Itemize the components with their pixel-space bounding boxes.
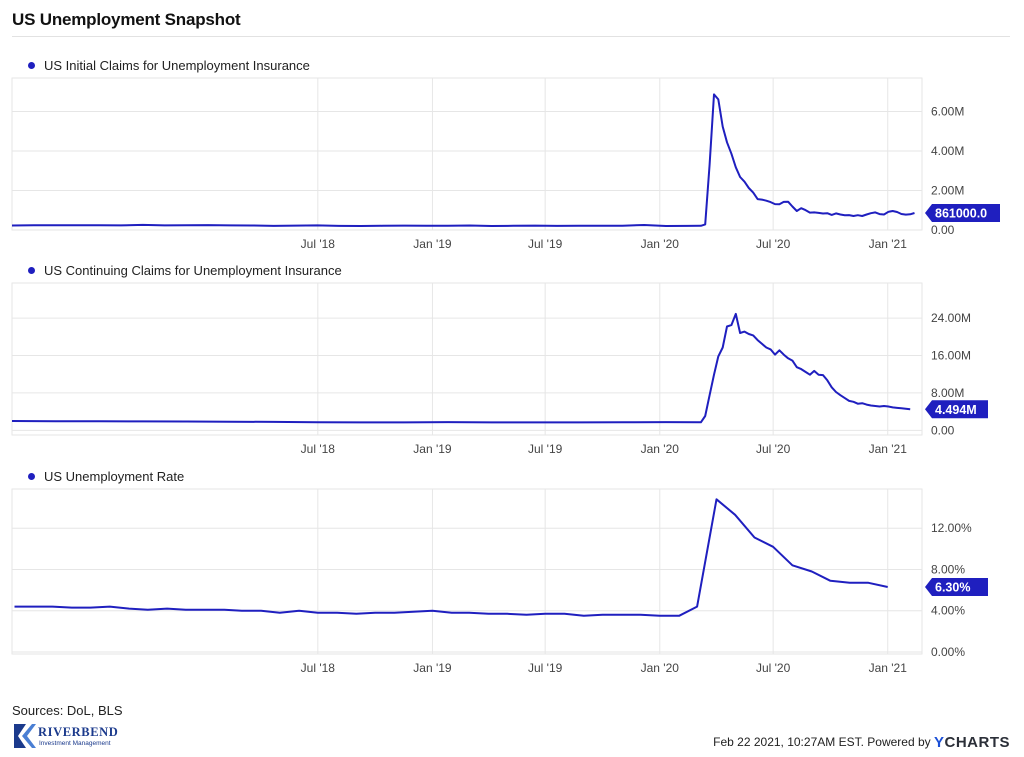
y-tick-label: 6.00M	[931, 105, 964, 119]
plot-area	[11, 282, 923, 436]
series-line[interactable]	[11, 93, 915, 227]
continuing-claims-chart[interactable]: 0.00 8.00M 16.00M 24.00M Jul '18 Jan '19 Jul '…	[0, 282, 1024, 467]
ycharts-brand-y: Y	[933, 734, 945, 751]
x-tick-label: Jan '21	[869, 661, 908, 675]
end-value-label: 6.30%	[935, 580, 970, 594]
legend-label: US Continuing Claims for Unemployment In…	[44, 263, 342, 278]
y-tick-label: 0.00%	[931, 645, 965, 659]
y-tick-label: 2.00M	[931, 184, 964, 198]
x-tick-label: Jul '19	[528, 442, 563, 456]
x-tick-label: Jul '18	[301, 442, 336, 456]
ycharts-brand[interactable]: YCHARTS	[934, 734, 1010, 751]
legend-marker-icon	[28, 473, 35, 480]
y-tick-label: 8.00M	[931, 386, 964, 400]
legend-label: US Initial Claims for Unemployment Insur…	[44, 58, 310, 73]
x-tick-label: Jan '20	[641, 237, 680, 251]
footer-powered-by: Powered by	[867, 735, 931, 749]
plot-area	[11, 488, 923, 655]
x-tick-label: Jan '20	[641, 442, 680, 456]
legend-marker-icon	[28, 62, 35, 69]
series-line[interactable]	[14, 498, 888, 617]
logo-tagline: Investment Management	[39, 740, 111, 747]
y-tick-label: 16.00M	[931, 348, 971, 362]
x-tick-label: Jul '18	[301, 237, 336, 251]
footer: Feb 22 2021, 10:27AM EST. Powered by YCH…	[713, 734, 1010, 751]
y-tick-label: 0.00	[931, 223, 955, 237]
title-divider	[12, 36, 1010, 37]
ycharts-brand-rest: CHARTS	[944, 734, 1010, 751]
riverbend-logo: RIVERBEND Investment Management	[14, 724, 118, 748]
unemployment-rate-chart[interactable]: 0.00% 4.00% 8.00% 12.00% Jul '18 Jan '19 Jul '…	[0, 488, 1024, 684]
legend-continuing-claims[interactable]: US Continuing Claims for Unemployment In…	[28, 263, 342, 278]
y-tick-label: 24.00M	[931, 311, 971, 325]
end-value-label: 4.494M	[935, 403, 977, 417]
x-tick-label: Jul '20	[756, 442, 791, 456]
x-tick-label: Jan '19	[413, 442, 452, 456]
x-tick-label: Jul '19	[528, 237, 563, 251]
x-tick-label: Jul '20	[756, 661, 791, 675]
x-tick-label: Jan '21	[869, 442, 908, 456]
end-value-label: 861000.0	[935, 207, 987, 221]
x-tick-label: Jan '20	[641, 661, 680, 675]
footer-timestamp: Feb 22 2021, 10:27AM EST.	[713, 735, 864, 749]
plot-area	[11, 77, 923, 231]
x-tick-label: Jul '20	[756, 237, 791, 251]
y-tick-label: 4.00%	[931, 604, 965, 618]
x-tick-label: Jan '19	[413, 237, 452, 251]
y-tick-label: 4.00M	[931, 144, 964, 158]
page-title: US Unemployment Snapshot	[12, 10, 241, 29]
sources-note: Sources: DoL, BLS	[12, 703, 123, 718]
legend-unemployment-rate[interactable]: US Unemployment Rate	[28, 469, 184, 484]
end-value-badge: 6.30%	[925, 577, 988, 596]
end-value-badge: 4.494M	[925, 400, 988, 419]
legend-marker-icon	[28, 267, 35, 274]
x-tick-label: Jan '19	[413, 661, 452, 675]
x-tick-label: Jan '21	[869, 237, 908, 251]
end-value-badge: 861000.0	[925, 204, 1000, 223]
legend-initial-claims[interactable]: US Initial Claims for Unemployment Insur…	[28, 58, 310, 73]
legend-label: US Unemployment Rate	[44, 469, 185, 484]
y-tick-label: 8.00%	[931, 562, 965, 576]
series-line[interactable]	[11, 312, 911, 424]
y-tick-label: 12.00%	[931, 521, 972, 535]
x-tick-label: Jul '19	[528, 661, 563, 675]
initial-claims-chart[interactable]: 0.00 2.00M 4.00M 6.00M Jul '18 Jan '19 Jul '19…	[0, 77, 1024, 262]
x-tick-label: Jul '18	[301, 661, 336, 675]
logo-name: RIVERBEND	[38, 725, 118, 739]
y-tick-label: 0.00	[931, 423, 955, 437]
